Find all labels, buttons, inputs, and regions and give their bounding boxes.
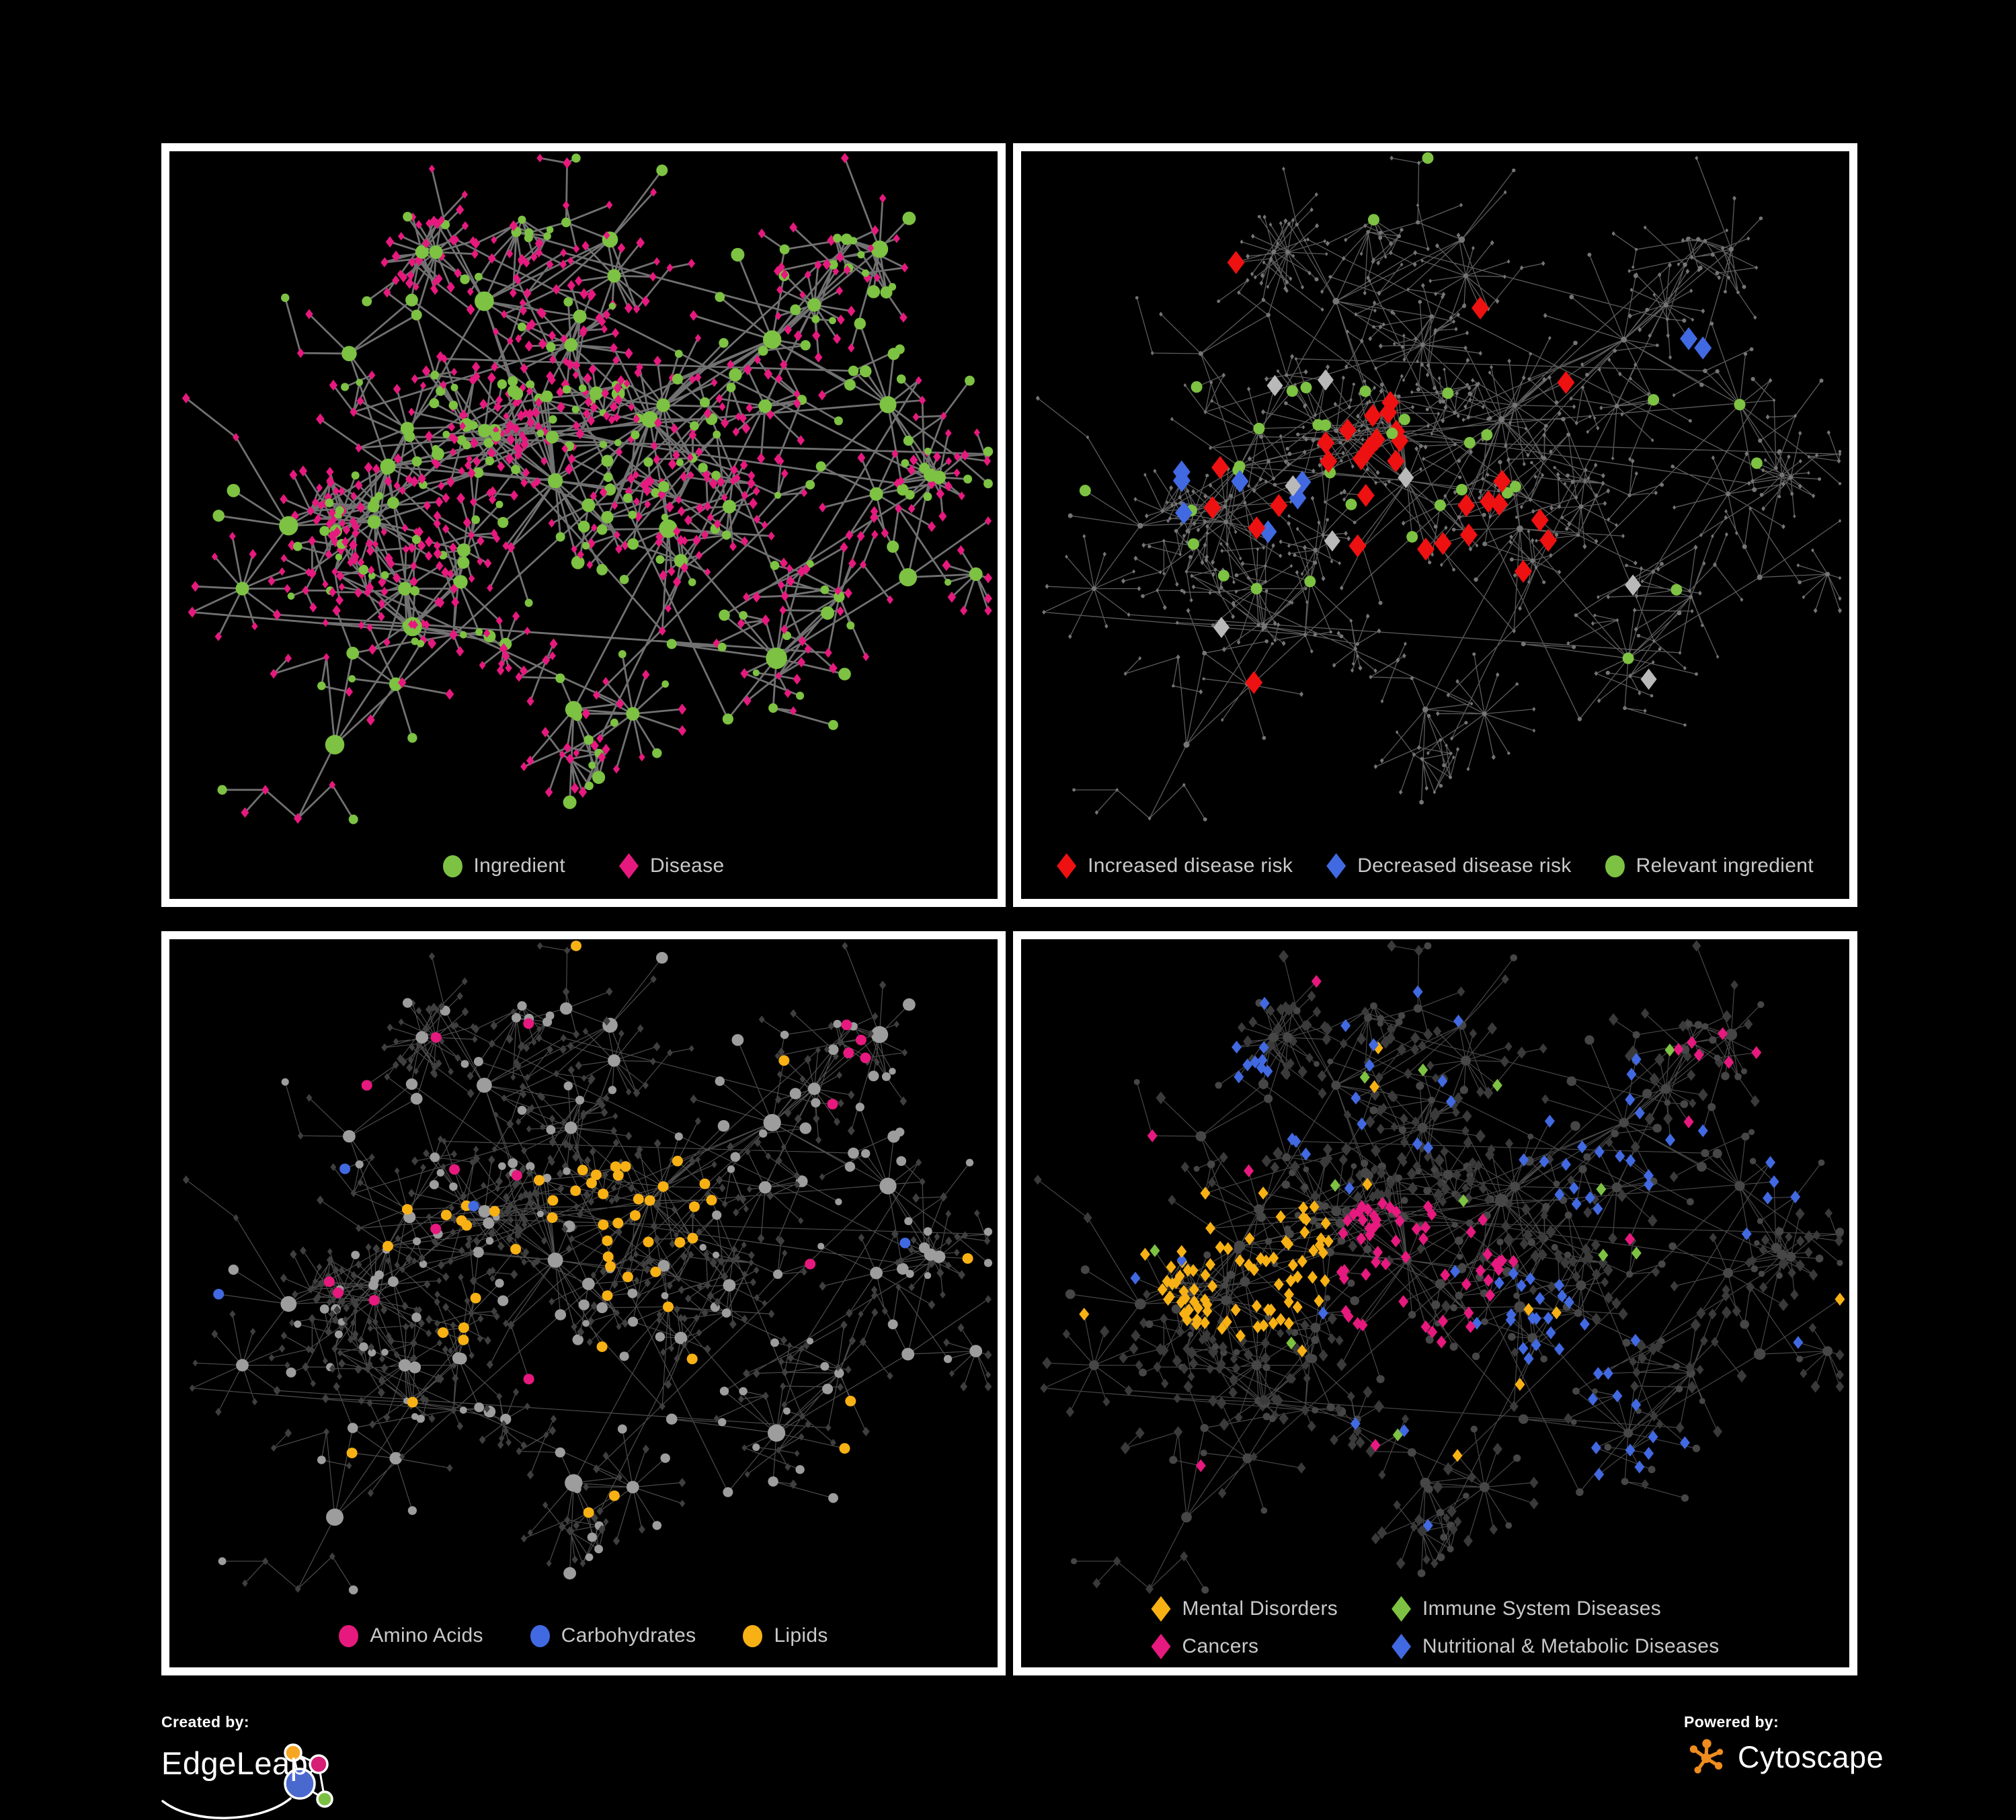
legend-label: Decreased disease risk — [1357, 855, 1572, 877]
legend-label: Ingredient — [473, 855, 565, 877]
legend-disease-categories: Mental Disorders Immune System Diseases … — [1151, 1596, 1720, 1659]
legend-label: Disease — [649, 855, 725, 877]
disease-diamond-icon — [618, 853, 639, 879]
mental-disorders-diamond-icon — [1151, 1596, 1171, 1622]
decreased-risk-diamond-icon — [1326, 853, 1346, 879]
legend-item-amino-acids: Amino Acids — [339, 1624, 483, 1647]
panel-nutrient-categories: Amino Acids Carbohydrates Lipids — [161, 931, 1006, 1675]
relevant-ingredient-circle-icon — [1605, 855, 1625, 877]
network-graph-disease-risk — [1035, 152, 1843, 822]
legend-label: Nutritional & Metabolic Diseases — [1422, 1635, 1720, 1657]
legend-item-immune-system-diseases: Immune System Diseases — [1392, 1596, 1719, 1622]
panel-disease-risk: Increased disease risk Decreased disease… — [1013, 143, 1857, 907]
legend-label: Carbohydrates — [561, 1624, 696, 1647]
increased-risk-diamond-icon — [1057, 853, 1077, 879]
edgeleap-logo: EdgeLeap — [161, 1734, 524, 1820]
ingredient-circle-icon — [442, 855, 462, 877]
legend-item-mental-disorders: Mental Disorders — [1151, 1596, 1338, 1622]
legend-label: Mental Disorders — [1182, 1597, 1338, 1620]
lipids-circle-icon — [743, 1624, 763, 1647]
legend-disease-risk: Increased disease risk Decreased disease… — [1021, 853, 1849, 879]
legend-item-ingredient: Ingredient — [442, 855, 565, 877]
network-graph-disease-categories — [1033, 940, 1845, 1594]
carbohydrates-circle-icon — [530, 1624, 550, 1647]
edgeleap-logo-icon — [161, 1743, 333, 1819]
legend-label: Cancers — [1182, 1635, 1259, 1657]
legend-label: Amino Acids — [370, 1624, 483, 1647]
created-by-block: Created by: EdgeLeap — [161, 1713, 524, 1820]
legend-label: Immune System Diseases — [1422, 1597, 1662, 1620]
legend-label: Relevant ingredient — [1636, 855, 1814, 877]
legend-item-increased-risk: Increased disease risk — [1057, 853, 1293, 879]
powered-by-block: Powered by: Cytosc — [1684, 1713, 2007, 1814]
legend-item-decreased-risk: Decreased disease risk — [1326, 853, 1571, 879]
network-graph-nutrient-categories — [182, 940, 993, 1595]
created-by-label: Created by: — [161, 1713, 249, 1731]
legend-item-relevant-ingredient: Relevant ingredient — [1605, 855, 1814, 877]
legend-ingredient-disease: Ingredient Disease — [169, 853, 998, 879]
network-graph-ingredient-disease — [182, 153, 994, 824]
legend-item-lipids: Lipids — [743, 1624, 828, 1647]
legend-nutrient-categories: Amino Acids Carbohydrates Lipids — [169, 1624, 998, 1647]
legend-item-cancers: Cancers — [1151, 1634, 1338, 1659]
nutritional-metabolic-diamond-icon — [1392, 1634, 1412, 1659]
cancers-diamond-icon — [1151, 1634, 1171, 1659]
legend-item-carbohydrates: Carbohydrates — [530, 1624, 696, 1647]
legend-item-nutritional-metabolic-diseases: Nutritional & Metabolic Diseases — [1392, 1634, 1719, 1659]
powered-by-label: Powered by: — [1684, 1713, 1779, 1731]
cytoscape-logo-icon — [1689, 1739, 1724, 1774]
legend-label: Increased disease risk — [1088, 855, 1293, 877]
immune-system-diamond-icon — [1392, 1596, 1412, 1622]
edgeleap-logo-text: EdgeLeap — [161, 1745, 309, 1781]
panel-ingredient-disease: Ingredient Disease — [161, 143, 1006, 907]
legend-label: Lipids — [774, 1624, 828, 1647]
legend-item-disease: Disease — [618, 853, 725, 879]
cytoscape-logo-text: Cytoscape — [1738, 1740, 1884, 1774]
panel-disease-categories: Mental Disorders Immune System Diseases … — [1013, 931, 1857, 1675]
amino-acids-circle-icon — [339, 1624, 359, 1647]
